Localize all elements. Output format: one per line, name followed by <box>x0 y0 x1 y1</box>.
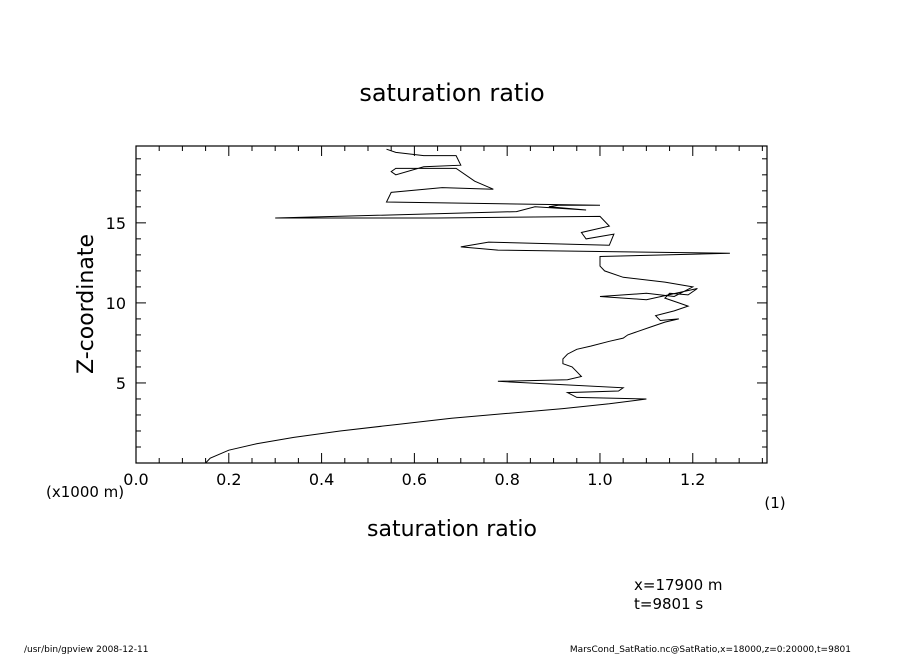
footer-left: /usr/bin/gpview 2008-12-11 <box>24 645 148 654</box>
time-text: t=9801 s <box>634 595 703 613</box>
x-tick-label: 0.0 <box>123 470 148 489</box>
x-tick-label: 0.4 <box>309 470 334 489</box>
chart-title: saturation ratio <box>359 79 544 107</box>
y-axis-unit: (x1000 m) <box>46 483 124 501</box>
plot-frame <box>135 145 768 464</box>
x-tick-labels: 0.0 0.2 0.4 0.6 0.8 1.0 1.2 <box>123 470 705 489</box>
x-axis-unit: (1) <box>764 494 785 512</box>
y-tick-label: 5 <box>116 374 126 393</box>
axis-ticks <box>135 146 767 463</box>
y-tick-labels: 5 10 15 <box>106 214 126 393</box>
x-tick-label: 0.2 <box>216 470 241 489</box>
footer-right: MarsCond_SatRatio.nc@SatRatio,x=18000,z=… <box>570 645 851 654</box>
y-tick-label: 15 <box>106 214 126 233</box>
y-tick-label: 10 <box>106 294 126 313</box>
x-position-text: x=17900 m <box>634 576 723 594</box>
x-tick-label: 0.8 <box>494 470 519 489</box>
series-line <box>205 148 730 464</box>
x-tick-label: 1.0 <box>587 470 612 489</box>
y-axis-label: Z-coordinate <box>74 234 99 374</box>
x-tick-label: 0.6 <box>402 470 427 489</box>
x-axis-label: saturation ratio <box>367 517 537 542</box>
x-tick-label: 1.2 <box>680 470 705 489</box>
